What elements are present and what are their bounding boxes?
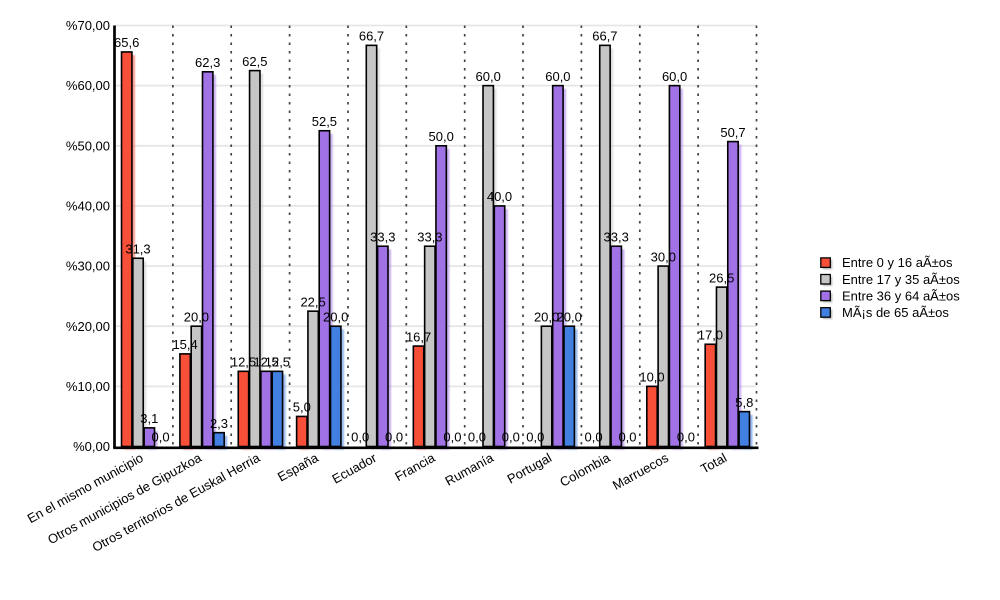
svg-text:12,5: 12,5	[265, 355, 290, 370]
svg-text:%70,00: %70,00	[66, 18, 110, 33]
svg-text:17,0: 17,0	[698, 328, 723, 343]
svg-text:60,0: 60,0	[545, 69, 570, 84]
svg-text:50,0: 50,0	[429, 129, 454, 144]
svg-text:0,0: 0,0	[468, 430, 486, 445]
svg-text:50,7: 50,7	[720, 125, 745, 140]
svg-text:%60,00: %60,00	[66, 78, 110, 93]
svg-text:%20,00: %20,00	[66, 319, 110, 334]
svg-text:33,3: 33,3	[417, 229, 442, 244]
svg-text:52,5: 52,5	[312, 114, 337, 129]
svg-text:MÃ¡s de 65 aÃ±os: MÃ¡s de 65 aÃ±os	[842, 305, 949, 320]
svg-text:20,0: 20,0	[557, 309, 582, 324]
svg-text:20,0: 20,0	[534, 309, 559, 324]
svg-text:30,0: 30,0	[651, 249, 676, 264]
svg-text:26,5: 26,5	[709, 270, 734, 285]
svg-text:62,5: 62,5	[242, 54, 267, 69]
svg-text:65,6: 65,6	[114, 35, 139, 50]
svg-text:62,3: 62,3	[195, 55, 220, 70]
svg-text:33,3: 33,3	[370, 229, 395, 244]
svg-text:0,0: 0,0	[351, 430, 369, 445]
svg-text:12,5: 12,5	[231, 355, 256, 370]
svg-text:%40,00: %40,00	[66, 199, 110, 214]
svg-text:22,5: 22,5	[300, 294, 325, 309]
svg-text:Entre 17 y 35 aÃ±os: Entre 17 y 35 aÃ±os	[842, 272, 960, 287]
svg-text:16,7: 16,7	[406, 329, 431, 344]
svg-text:66,7: 66,7	[592, 29, 617, 44]
svg-text:Entre 0 y 16 aÃ±os: Entre 0 y 16 aÃ±os	[842, 255, 953, 270]
svg-text:20,0: 20,0	[184, 309, 209, 324]
svg-text:5,0: 5,0	[293, 400, 311, 415]
svg-text:0,0: 0,0	[526, 430, 544, 445]
svg-text:60,0: 60,0	[476, 69, 501, 84]
svg-text:60,0: 60,0	[662, 69, 687, 84]
svg-text:3,1: 3,1	[140, 411, 158, 426]
svg-text:40,0: 40,0	[487, 189, 512, 204]
svg-text:10,0: 10,0	[639, 370, 664, 385]
svg-text:15,4: 15,4	[172, 337, 197, 352]
svg-text:0,0: 0,0	[385, 430, 403, 445]
svg-text:2,3: 2,3	[210, 416, 228, 431]
svg-text:0,0: 0,0	[618, 430, 636, 445]
svg-text:66,7: 66,7	[359, 29, 384, 44]
svg-text:20,0: 20,0	[323, 309, 348, 324]
svg-text:31,3: 31,3	[125, 242, 150, 257]
svg-text:0,0: 0,0	[152, 430, 170, 445]
svg-text:%0,00: %0,00	[73, 439, 110, 454]
svg-text:%10,00: %10,00	[66, 379, 110, 394]
svg-text:0,0: 0,0	[585, 430, 603, 445]
svg-text:%50,00: %50,00	[66, 138, 110, 153]
svg-text:5,8: 5,8	[735, 395, 753, 410]
svg-text:0,0: 0,0	[443, 430, 461, 445]
svg-text:Entre 36 y 64 aÃ±os: Entre 36 y 64 aÃ±os	[842, 288, 960, 303]
svg-text:%30,00: %30,00	[66, 259, 110, 274]
svg-text:0,0: 0,0	[677, 430, 695, 445]
svg-text:0,0: 0,0	[502, 430, 520, 445]
svg-text:33,3: 33,3	[604, 229, 629, 244]
svg-text:12,5: 12,5	[253, 355, 278, 370]
